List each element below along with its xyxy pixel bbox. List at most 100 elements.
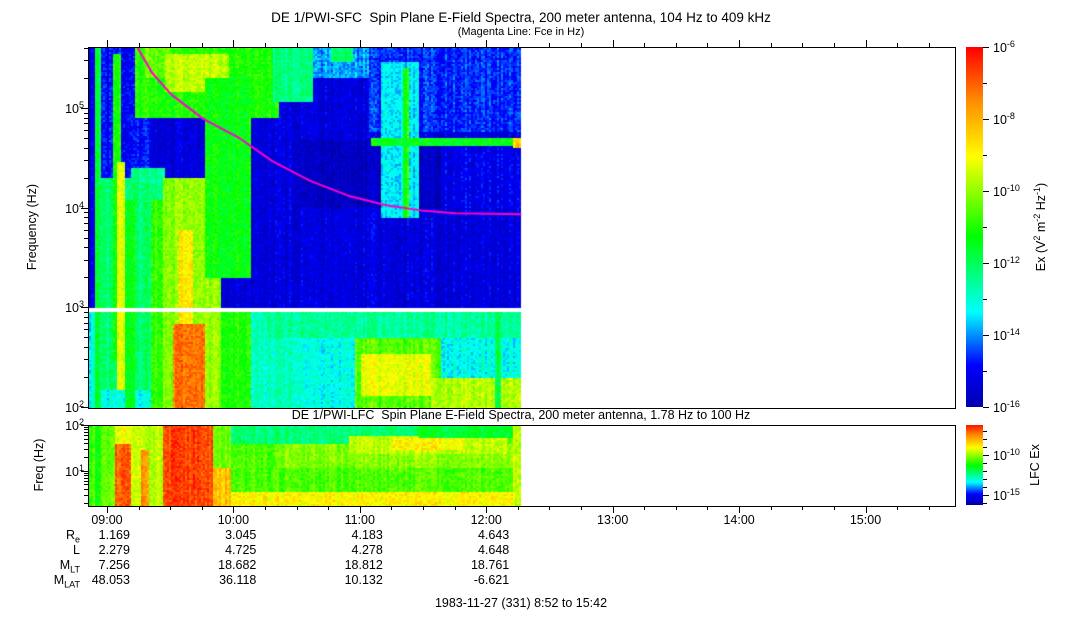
tick [233, 40, 235, 47]
tick [833, 506, 835, 510]
tick [81, 307, 88, 309]
tick [84, 480, 88, 482]
sfc-y-tick-label: 104 [65, 199, 84, 216]
tick [84, 316, 88, 318]
tick [233, 506, 235, 513]
tick [454, 43, 456, 47]
ephemeris-value: 10.132 [344, 573, 383, 587]
tick [264, 506, 266, 510]
tick [707, 506, 709, 510]
tick [84, 477, 88, 479]
tick [612, 506, 614, 513]
tick [84, 475, 88, 477]
lfc-colorbar-tick-label: 10-15 [993, 487, 1020, 504]
tick [84, 237, 88, 239]
sfc-y-axis-label: Frequency (Hz) [25, 183, 39, 271]
tick [983, 335, 989, 336]
tick [517, 506, 519, 510]
ephemeris-value: 7.256 [98, 558, 130, 572]
tick [81, 207, 88, 209]
ephemeris-value: 18.682 [218, 558, 257, 572]
tick [84, 259, 88, 261]
sfc-colorbar-tick-label: 10-16 [993, 399, 1020, 416]
ephemeris-value: -6.621 [473, 573, 510, 587]
tick [983, 447, 987, 448]
sfc-colorbar [966, 47, 983, 407]
ephemeris-value: 4.725 [225, 543, 257, 557]
x-axis-tick-label: 13:00 [597, 513, 629, 527]
tick [84, 130, 88, 132]
lfc-y-axis-label: Freq (Hz) [32, 438, 46, 492]
tick [486, 506, 488, 513]
sfc-panel [88, 47, 956, 409]
tick [296, 43, 298, 47]
tick [739, 40, 741, 47]
tick [84, 247, 88, 249]
tick [84, 337, 88, 339]
lfc-y-tick-label: 102 [65, 417, 84, 434]
tick [84, 217, 88, 219]
tick [983, 155, 987, 156]
ephemeris-value: 1.169 [98, 528, 130, 542]
tick [84, 77, 88, 79]
tick [138, 43, 140, 47]
tick [983, 227, 987, 228]
tick [84, 229, 88, 231]
tick [328, 506, 330, 510]
tick [707, 43, 709, 47]
tick [84, 432, 88, 434]
tick [486, 40, 488, 47]
tick [897, 506, 899, 510]
tick [84, 472, 88, 474]
tick [865, 40, 867, 47]
tick [612, 40, 614, 47]
tick [84, 60, 88, 62]
tick [581, 43, 583, 47]
tick [81, 107, 88, 109]
tick [770, 506, 772, 510]
tick [983, 371, 987, 372]
tick [84, 47, 88, 49]
subtitle-magenta-line-note: (Magenta Line: Fce in Hz) [457, 26, 585, 38]
tick [84, 435, 88, 437]
tick [644, 43, 646, 47]
tick [983, 191, 989, 192]
tick [865, 506, 867, 513]
tick [84, 429, 88, 431]
lfc-y-tick-label: 101 [65, 462, 84, 479]
ephemeris-value: 3.045 [225, 528, 257, 542]
tick [84, 123, 88, 125]
ephemeris-row-label: MLT [59, 558, 80, 575]
tick [770, 43, 772, 47]
tick [201, 506, 203, 510]
tick [84, 311, 88, 313]
ephemeris-value: 4.278 [351, 543, 383, 557]
x-axis-tick-label: 09:00 [91, 513, 123, 527]
tick [928, 43, 930, 47]
x-axis-tick-label: 10:00 [217, 513, 250, 527]
tick [983, 431, 987, 432]
tick [423, 506, 425, 510]
main-title: DE 1/PWI-SFC Spin Plane E-Field Spectra,… [271, 10, 771, 25]
tick [549, 506, 551, 510]
tick [897, 43, 899, 47]
tick [391, 506, 393, 510]
tick [84, 277, 88, 279]
tick [84, 456, 88, 458]
sfc-colorbar-canvas [966, 47, 983, 407]
tick [84, 359, 88, 361]
tick [928, 506, 930, 510]
date-range-footer: 1983-11-27 (331) 8:52 to 15:42 [434, 596, 608, 610]
tick [983, 487, 987, 488]
sfc-colorbar-label: Ex (V2 m-2 Hz-1) [1032, 182, 1049, 272]
tick [549, 43, 551, 47]
tick [106, 506, 108, 513]
tick [170, 506, 172, 510]
tick [84, 376, 88, 378]
tick [983, 471, 987, 472]
sfc-spectrogram-canvas [89, 48, 955, 408]
ephemeris-row-label: L [73, 543, 80, 557]
sfc-y-tick-label: 102 [65, 399, 84, 416]
tick [983, 407, 989, 408]
